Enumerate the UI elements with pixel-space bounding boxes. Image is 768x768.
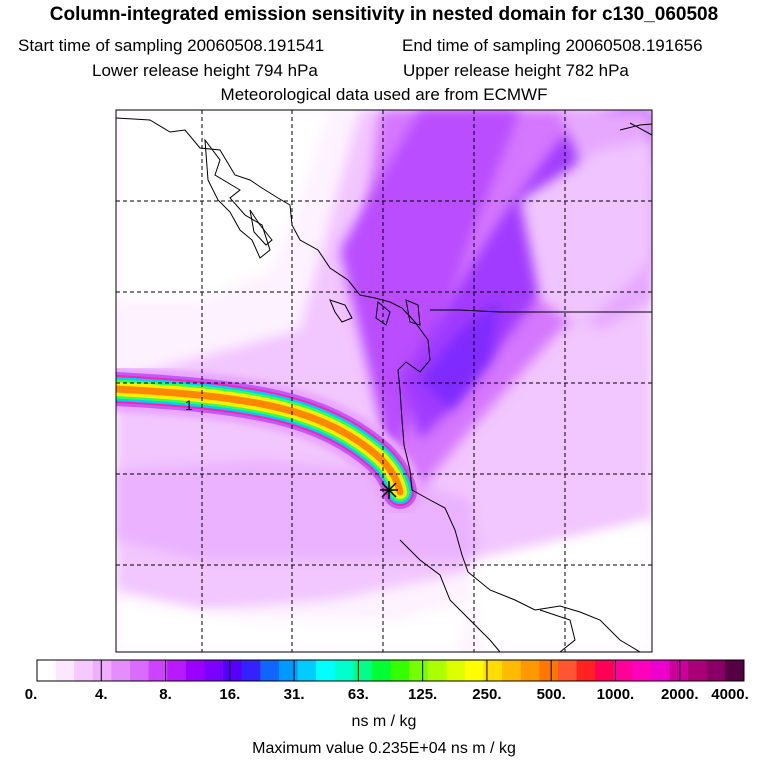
colorbar-tick-label: 500. <box>536 686 566 703</box>
colorbar-segment <box>650 660 671 681</box>
colorbar-segment <box>669 660 689 681</box>
colorbar-segment <box>390 660 410 681</box>
colorbar-segment <box>241 660 261 681</box>
colorbar-segment <box>316 660 336 681</box>
colorbar-segment <box>706 660 726 681</box>
colorbar-tick-label: 0. <box>24 686 38 703</box>
colorbar-segment <box>632 660 652 681</box>
start-time-label: Start time of sampling 20060508.191541 <box>18 36 325 55</box>
colorbar-tick-label: 16. <box>219 686 241 703</box>
lat-lon-grid <box>116 110 652 652</box>
colorbar-segment <box>688 660 708 681</box>
contour-label: 1 <box>185 397 193 413</box>
colorbar-segment <box>74 660 94 681</box>
colorbar-segment <box>111 660 131 681</box>
colorbar-segment <box>409 660 429 681</box>
colorbar-segment <box>576 660 596 681</box>
map-frame <box>115 109 653 653</box>
figure-title: Column-integrated emission sensitivity i… <box>49 4 719 25</box>
colorbar-unit-label: ns m / kg <box>351 713 417 730</box>
colorbar-segment <box>371 660 391 681</box>
colorbar-tick-label: 31. <box>283 686 305 703</box>
upper-release-label: Upper release height 782 hPa <box>403 61 629 80</box>
colorbar-segment <box>613 660 633 681</box>
colorbar-segment <box>539 660 559 681</box>
colorbar-segment <box>520 660 540 681</box>
colorbar-tick-label: 250. <box>472 686 502 703</box>
colorbar-tick-label: 4. <box>95 686 108 703</box>
colorbar-segment <box>204 660 224 681</box>
colorbar-segment <box>595 660 615 681</box>
colorbar-tick-label: 4000. <box>711 686 749 703</box>
end-time-label: End time of sampling 20060508.191656 <box>402 36 703 55</box>
colorbar-tick-label: 125. <box>408 686 438 703</box>
colorbar-segment <box>167 660 187 681</box>
colorbar-segment <box>260 660 280 681</box>
max-value-label: Maximum value 0.235E+04 ns m / kg <box>252 740 516 757</box>
colorbar-segment <box>427 660 447 681</box>
colorbar-segment <box>223 660 243 681</box>
lower-release-label: Lower release height 794 hPa <box>92 61 318 80</box>
colorbar-segment <box>92 660 112 681</box>
colorbar-tick-label: 2000. <box>660 686 699 703</box>
colorbar-segment <box>557 660 578 681</box>
colorbar <box>36 659 745 682</box>
colorbar-segment <box>502 660 522 681</box>
colorbar-segment <box>334 660 354 681</box>
colorbar-tick-label: 8. <box>159 686 172 703</box>
coastline <box>116 117 652 652</box>
colorbar-tick-label: 63. <box>347 686 369 703</box>
colorbar-segment <box>278 660 298 681</box>
colorbar-segment <box>297 660 317 681</box>
colorbar-segment <box>483 660 503 681</box>
colorbar-segment <box>185 660 205 681</box>
colorbar-segment <box>37 660 57 681</box>
map-field: 1 <box>116 110 652 652</box>
star-cross-icon <box>380 481 398 499</box>
colorbar-segment <box>353 660 373 681</box>
colorbar-segment <box>148 660 168 681</box>
colorbar-segment <box>464 660 485 681</box>
colorbar-segment <box>446 660 466 681</box>
colorbar-segment <box>55 660 75 681</box>
colorbar-tick-label: 1000. <box>596 686 635 703</box>
colorbar-segment <box>725 660 745 681</box>
colorbar-segment <box>130 660 150 681</box>
met-data-label: Meteorological data used are from ECMWF <box>220 85 548 104</box>
